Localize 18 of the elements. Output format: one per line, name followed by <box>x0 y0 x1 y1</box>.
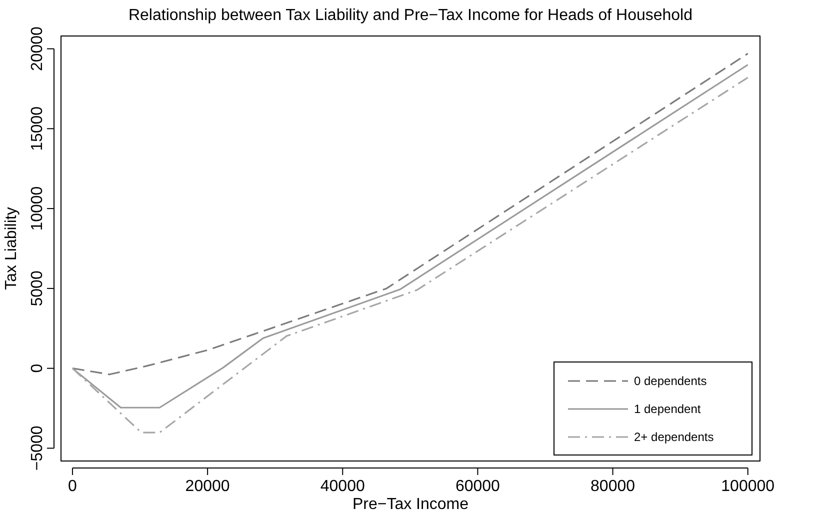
x-tick-label: 40000 <box>320 478 365 495</box>
y-tick-label: 5000 <box>29 270 46 306</box>
x-tick-label: 80000 <box>590 478 636 495</box>
x-tick-label: 0 <box>68 478 78 495</box>
x-tick-label: 60000 <box>455 478 500 495</box>
legend-label: 0 dependents <box>634 374 707 388</box>
x-tick-label: 20000 <box>185 478 230 495</box>
x-axis-title: Pre−Tax Income <box>352 496 469 513</box>
y-tick-label: 15000 <box>29 106 46 151</box>
y-axis-title: Tax Liability <box>3 207 20 290</box>
y-tick-label: 10000 <box>29 186 46 231</box>
legend-label: 1 dependent <box>634 402 702 416</box>
y-tick-label: −5000 <box>29 426 46 471</box>
y-tick-label: 20000 <box>29 26 46 72</box>
x-tick-label: 100000 <box>721 478 775 495</box>
chart-title: Relationship between Tax Liability and Pre−Tax Income for Heads of Household <box>128 7 693 24</box>
legend-label: 2+ dependents <box>634 430 714 444</box>
y-tick-label: 0 <box>29 364 46 373</box>
